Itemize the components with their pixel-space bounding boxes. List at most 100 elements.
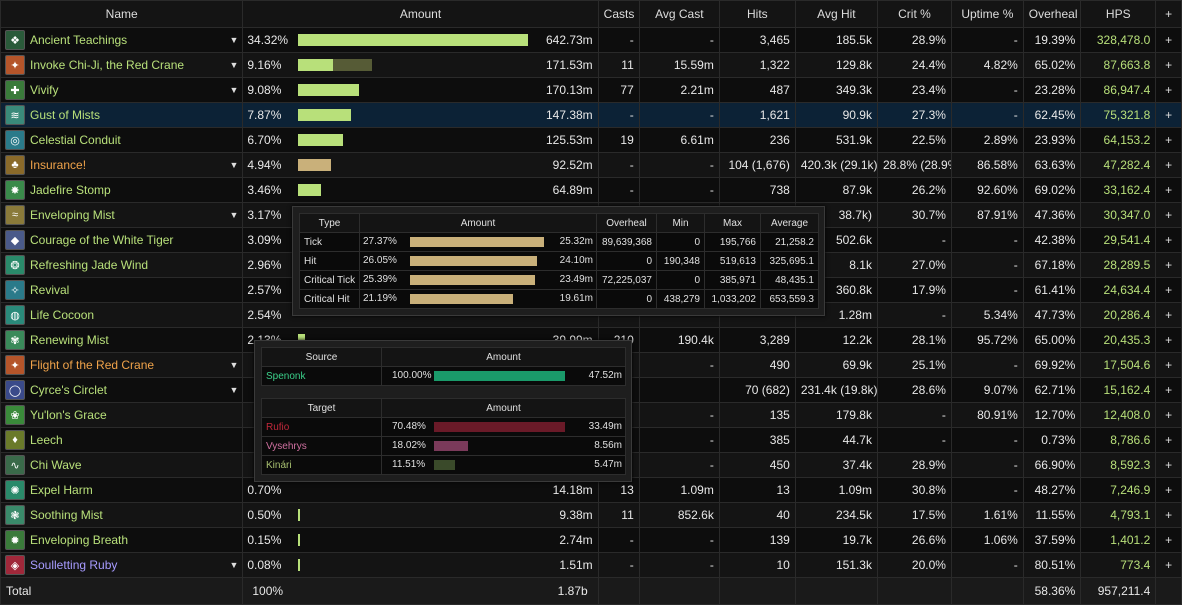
expand-caret-icon[interactable]: ▼: [229, 35, 239, 45]
expand-caret-icon[interactable]: ▼: [229, 560, 239, 570]
spell-name-cell[interactable]: ◍ Life Cocoon: [0, 302, 244, 328]
add-button[interactable]: +: [1155, 252, 1182, 278]
add-button[interactable]: +: [1155, 52, 1182, 78]
column-header-5[interactable]: Avg Hit: [794, 0, 878, 28]
spell-name-cell[interactable]: ◯ Cyrce's Circlet ▼: [0, 377, 244, 403]
spell-name-cell[interactable]: ❂ Refreshing Jade Wind: [0, 252, 244, 278]
column-header-8[interactable]: Overheal: [1022, 0, 1082, 28]
jade-wind-icon: ❂: [5, 255, 25, 275]
spell-name[interactable]: Gust of Mists: [30, 108, 101, 122]
spell-name-cell[interactable]: ❃ Soothing Mist: [0, 502, 244, 528]
spell-name[interactable]: Insurance!: [30, 158, 87, 172]
spell-name-cell[interactable]: ♣ Insurance! ▼: [0, 152, 244, 178]
spell-name-cell[interactable]: ✚ Vivify ▼: [0, 77, 244, 103]
add-button[interactable]: +: [1155, 77, 1182, 103]
spell-name[interactable]: Renewing Mist: [30, 333, 109, 347]
expand-caret-icon[interactable]: ▼: [229, 360, 239, 370]
add-button[interactable]: +: [1155, 227, 1182, 253]
table-row[interactable]: ◈ Soulletting Ruby ▼ 0.08% 1.51m - -10 151.3k 20…: [0, 552, 1182, 578]
spell-name[interactable]: Vivify: [30, 83, 59, 97]
spell-name-cell[interactable]: ◆ Courage of the White Tiger: [0, 227, 244, 253]
table-row[interactable]: ✦ Invoke Chi-Ji, the Red Crane ▼ 9.16% 171.5…: [0, 52, 1182, 78]
total-row: Total 100% 1.87b 58.36% 957,211.4: [0, 577, 1182, 605]
table-row[interactable]: ❖ Ancient Teachings ▼ 34.32% 642.73m - -3,465 1…: [0, 27, 1182, 53]
spell-name-cell[interactable]: ✸ Jadefire Stomp: [0, 177, 244, 203]
table-row[interactable]: ≋ Gust of Mists 7.87% 147.38m - -1,621 90.9k 27…: [0, 102, 1182, 128]
spell-name-cell[interactable]: ∿ Chi Wave: [0, 452, 244, 478]
spell-name-cell[interactable]: ◈ Soulletting Ruby ▼: [0, 552, 244, 578]
add-button[interactable]: +: [1155, 127, 1182, 153]
table-row[interactable]: ◎ Celestial Conduit 6.70% 125.53m 19 6.61m 236…: [0, 127, 1182, 153]
expand-caret-icon[interactable]: ▼: [229, 210, 239, 220]
spell-name-cell[interactable]: ≋ Gust of Mists: [0, 102, 244, 128]
add-button[interactable]: +: [1155, 477, 1182, 503]
spell-name[interactable]: Refreshing Jade Wind: [30, 258, 149, 272]
column-header-6[interactable]: Crit %: [876, 0, 952, 28]
add-button[interactable]: +: [1155, 152, 1182, 178]
spell-name-cell[interactable]: ❀ Yu'lon's Grace: [0, 402, 244, 428]
add-column-button[interactable]: +: [1155, 0, 1182, 28]
target-pct: 70.48%: [392, 421, 426, 432]
spell-name-cell[interactable]: ❖ Ancient Teachings ▼: [0, 27, 244, 53]
table-row[interactable]: ✹ Enveloping Breath 0.15% 2.74m - -139 19.7k 26…: [0, 527, 1182, 553]
add-button[interactable]: +: [1155, 527, 1182, 553]
table-row[interactable]: ✚ Vivify ▼ 9.08% 170.13m 77 2.21m 487 349.3k 23.4…: [0, 77, 1182, 103]
spell-name-cell[interactable]: ♦ Leech: [0, 427, 244, 453]
spell-name[interactable]: Leech: [30, 433, 63, 447]
add-button[interactable]: +: [1155, 302, 1182, 328]
table-row[interactable]: ✸ Jadefire Stomp 3.46% 64.89m - -738 87.9k 26.2…: [0, 177, 1182, 203]
table-row[interactable]: ♣ Insurance! ▼ 4.94% 92.52m - -104 (1,676) 420.…: [0, 152, 1182, 178]
spell-name-cell[interactable]: ◎ Celestial Conduit: [0, 127, 244, 153]
table-row[interactable]: ∿ Chi Wave -450 37.4k 28.9% -66.90% 8,592.3 +: [0, 452, 1182, 478]
spell-name[interactable]: Jadefire Stomp: [30, 183, 111, 197]
spell-name[interactable]: Yu'lon's Grace: [30, 408, 107, 422]
add-button[interactable]: +: [1155, 102, 1182, 128]
spell-name[interactable]: Enveloping Breath: [30, 533, 129, 547]
spell-name[interactable]: Enveloping Mist: [30, 208, 115, 222]
add-button[interactable]: +: [1155, 177, 1182, 203]
spell-name-cell[interactable]: ≈ Enveloping Mist ▼: [0, 202, 244, 228]
add-button[interactable]: +: [1155, 502, 1182, 528]
expand-caret-icon[interactable]: ▼: [229, 385, 239, 395]
spell-name[interactable]: Soothing Mist: [30, 508, 103, 522]
spell-name[interactable]: Cyrce's Circlet: [30, 383, 107, 397]
column-header-2[interactable]: Casts: [597, 0, 640, 28]
add-button[interactable]: +: [1155, 277, 1182, 303]
spell-name[interactable]: Celestial Conduit: [30, 133, 121, 147]
add-button[interactable]: +: [1155, 452, 1182, 478]
spell-name[interactable]: Revival: [30, 283, 70, 297]
spell-name-cell[interactable]: ✾ Renewing Mist: [0, 327, 244, 353]
add-button[interactable]: +: [1155, 427, 1182, 453]
spell-name[interactable]: Invoke Chi-Ji, the Red Crane: [30, 58, 185, 72]
add-button[interactable]: +: [1155, 402, 1182, 428]
spell-name-cell[interactable]: ✦ Flight of the Red Crane ▼: [0, 352, 244, 378]
add-button[interactable]: +: [1155, 327, 1182, 353]
add-button[interactable]: +: [1155, 552, 1182, 578]
spell-name[interactable]: Courage of the White Tiger: [30, 233, 174, 247]
spell-name-cell[interactable]: ✧ Revival: [0, 277, 244, 303]
spell-name[interactable]: Ancient Teachings: [30, 33, 128, 47]
table-row[interactable]: ❃ Soothing Mist 0.50% 9.38m 11 852.6k 40 234.5k…: [0, 502, 1182, 528]
spell-name[interactable]: Life Cocoon: [30, 308, 95, 322]
expand-caret-icon[interactable]: ▼: [229, 60, 239, 70]
add-button[interactable]: +: [1155, 377, 1182, 403]
spell-name[interactable]: Chi Wave: [30, 458, 82, 472]
expand-caret-icon[interactable]: ▼: [229, 85, 239, 95]
spell-name-cell[interactable]: ✹ Enveloping Breath: [0, 527, 244, 553]
spell-name[interactable]: Expel Harm: [30, 483, 93, 497]
add-button[interactable]: +: [1155, 27, 1182, 53]
column-header-9[interactable]: HPS: [1080, 0, 1157, 28]
spell-name[interactable]: Flight of the Red Crane: [30, 358, 155, 372]
column-header-4[interactable]: Hits: [718, 0, 796, 28]
add-button[interactable]: +: [1155, 202, 1182, 228]
column-header-7[interactable]: Uptime %: [950, 0, 1024, 28]
expand-caret-icon[interactable]: ▼: [229, 160, 239, 170]
column-header-3[interactable]: Avg Cast: [638, 0, 720, 28]
spell-name-cell[interactable]: ✦ Invoke Chi-Ji, the Red Crane ▼: [0, 52, 244, 78]
source-col-0: Source: [261, 347, 382, 367]
column-header-1[interactable]: Amount: [242, 0, 599, 28]
add-button[interactable]: +: [1155, 352, 1182, 378]
column-header-0[interactable]: Name: [0, 0, 244, 28]
spell-name[interactable]: Soulletting Ruby: [30, 558, 118, 572]
spell-name-cell[interactable]: ✺ Expel Harm: [0, 477, 244, 503]
